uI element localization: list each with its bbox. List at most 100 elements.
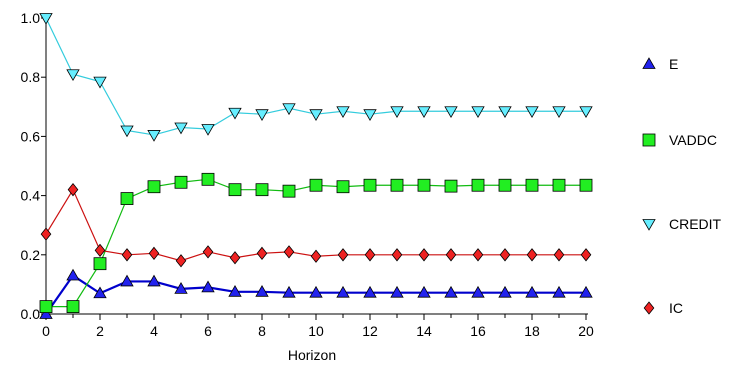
data-point-ic <box>94 243 106 258</box>
data-point-e <box>120 274 134 287</box>
data-point-vaddc <box>66 300 80 314</box>
data-point-ic <box>67 183 79 197</box>
data-point-vaddc <box>363 178 377 192</box>
y-tick-label: 0.2 <box>21 247 41 263</box>
y-tick-label: 0.6 <box>21 128 41 144</box>
data-point-credit <box>471 106 485 119</box>
data-point-vaddc <box>525 178 539 192</box>
data-point-vaddc <box>282 184 296 198</box>
legend-marker-vaddc <box>642 133 656 147</box>
data-point-credit <box>39 13 53 25</box>
data-point-ic <box>418 248 430 262</box>
data-point-ic <box>175 254 187 268</box>
data-point-e <box>417 285 431 298</box>
data-point-credit <box>66 69 80 82</box>
data-point-e <box>444 285 458 298</box>
x-tick-label: 16 <box>470 323 486 339</box>
data-point-credit <box>525 106 539 119</box>
chart-legend: E VADDC CREDIT IC <box>642 56 722 316</box>
data-point-e <box>228 284 242 297</box>
data-point-ic <box>40 227 52 241</box>
legend-label-ic: IC <box>669 300 683 316</box>
chart-series-layer <box>39 13 593 319</box>
legend-label-credit: CREDIT <box>669 216 722 232</box>
data-point-e <box>579 285 593 298</box>
data-point-vaddc <box>120 192 134 205</box>
data-point-ic <box>499 248 511 262</box>
data-point-credit <box>174 122 188 135</box>
data-point-credit <box>282 103 296 116</box>
data-point-credit <box>93 76 107 89</box>
x-tick-label: 2 <box>96 323 104 339</box>
data-point-credit <box>201 124 215 136</box>
data-point-e <box>147 274 161 287</box>
data-point-ic <box>148 246 160 260</box>
data-point-e <box>498 285 512 298</box>
data-point-vaddc <box>147 180 161 194</box>
data-point-ic <box>229 251 241 265</box>
x-tick-label: 20 <box>578 323 594 339</box>
data-point-e <box>174 282 188 294</box>
data-point-vaddc <box>498 178 512 192</box>
data-point-e <box>390 285 404 298</box>
data-point-ic <box>526 248 538 262</box>
data-point-vaddc <box>552 178 566 192</box>
y-tick-label: 1.0 <box>21 10 41 26</box>
x-tick-label: 0 <box>42 323 50 339</box>
data-point-credit <box>417 106 431 119</box>
data-point-vaddc <box>444 179 458 193</box>
data-point-vaddc <box>201 172 215 186</box>
data-point-vaddc <box>228 183 242 197</box>
x-tick-label: 12 <box>362 323 378 339</box>
data-point-vaddc <box>93 257 107 271</box>
data-point-credit <box>309 109 323 122</box>
data-point-e <box>525 285 539 298</box>
series-vaddc <box>39 172 593 314</box>
data-point-vaddc <box>39 300 53 314</box>
series-credit <box>39 13 593 142</box>
data-point-ic <box>337 248 349 262</box>
data-point-credit <box>498 106 512 119</box>
data-point-ic <box>553 248 565 262</box>
data-point-e <box>552 285 566 298</box>
data-point-credit <box>336 106 350 119</box>
data-point-credit <box>147 130 161 142</box>
data-point-vaddc <box>390 178 404 192</box>
x-tick-label: 8 <box>258 323 266 339</box>
data-point-credit <box>390 106 404 119</box>
data-point-e <box>309 285 323 298</box>
x-tick-label: 10 <box>308 323 324 339</box>
data-point-e <box>39 307 53 319</box>
data-point-e <box>363 285 377 298</box>
data-point-credit <box>363 109 377 122</box>
series-ic <box>40 183 592 268</box>
chart-axes: 0.0 0.2 0.4 0.6 0.8 1.0 0 2 4 6 8 10 12 14 16 18 20 <box>21 10 594 339</box>
legend-marker-credit <box>642 219 656 231</box>
data-point-ic <box>121 248 133 262</box>
legend-marker-e <box>642 57 656 69</box>
data-point-ic <box>391 248 403 262</box>
data-point-vaddc <box>174 175 188 189</box>
data-point-e <box>93 286 107 299</box>
data-point-e <box>336 285 350 298</box>
data-point-vaddc <box>336 180 350 194</box>
legend-marker-ic <box>643 301 655 315</box>
data-point-e <box>471 285 485 298</box>
data-point-vaddc <box>309 178 323 192</box>
x-axis-label: Horizon <box>288 347 336 363</box>
legend-item-e: E <box>642 56 678 72</box>
data-point-e <box>282 285 296 298</box>
legend-item-ic: IC <box>643 300 683 316</box>
data-point-ic <box>283 245 295 259</box>
x-tick-label: 18 <box>524 323 540 339</box>
data-point-credit <box>552 106 566 119</box>
data-point-ic <box>445 248 457 262</box>
data-point-credit <box>228 107 242 120</box>
data-point-vaddc <box>579 178 593 192</box>
y-tick-label: 0.4 <box>21 188 41 204</box>
data-point-e <box>255 284 269 297</box>
data-point-credit <box>120 125 134 138</box>
x-tick-label: 14 <box>416 323 432 339</box>
legend-label-vaddc: VADDC <box>669 132 717 148</box>
